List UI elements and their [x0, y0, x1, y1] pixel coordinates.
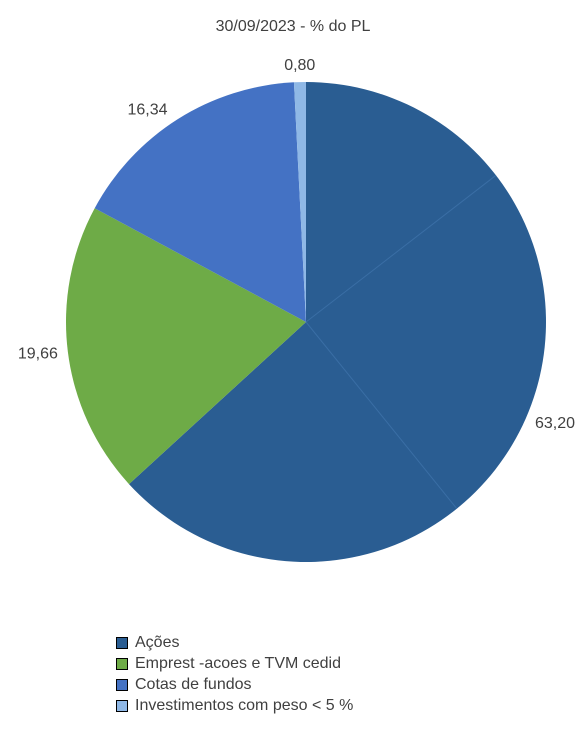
legend-swatch-acoes [116, 636, 128, 649]
pie-chart: 63,20 19,66 16,34 0,80 [18, 57, 575, 562]
pie-slices [66, 82, 546, 562]
legend-swatch-outros [116, 699, 128, 712]
legend-label-emprest: Emprest -acoes e TVM cedid [135, 655, 342, 672]
pie-slice-emprest [66, 208, 306, 485]
legend-item-emprest: Emprest -acoes e TVM cedid [116, 653, 353, 674]
legend-item-outros: Investimentos com peso < 5 % [116, 695, 353, 716]
data-label-cotas: 16,34 [127, 101, 167, 118]
legend-item-cotas: Cotas de fundos [116, 674, 353, 695]
pie-slice-cotas [94, 82, 306, 322]
legend-label-acoes: Ações [135, 634, 180, 651]
chart-title: 30/09/2023 - % do PL [215, 18, 371, 35]
pie-slice-acoes [128, 82, 546, 562]
data-label-acoes: 63,20 [535, 415, 575, 432]
acoes-divider-1 [305, 174, 497, 323]
pie-slice-outros [293, 82, 306, 322]
legend-label-cotas: Cotas de fundos [135, 676, 252, 693]
acoes-divider-2 [305, 321, 458, 509]
legend-swatch-cotas [116, 678, 128, 691]
data-label-outros: 0,80 [284, 57, 315, 74]
pie-dividers [305, 174, 497, 509]
pie-data-labels: 63,20 19,66 16,34 0,80 [18, 57, 575, 432]
chart-legend: Ações Emprest -acoes e TVM cedid Cotas d… [116, 632, 353, 716]
legend-swatch-emprest [116, 657, 128, 670]
legend-label-outros: Investimentos com peso < 5 % [135, 697, 354, 714]
legend-item-acoes: Ações [116, 632, 353, 653]
data-label-emprest: 19,66 [18, 345, 58, 362]
